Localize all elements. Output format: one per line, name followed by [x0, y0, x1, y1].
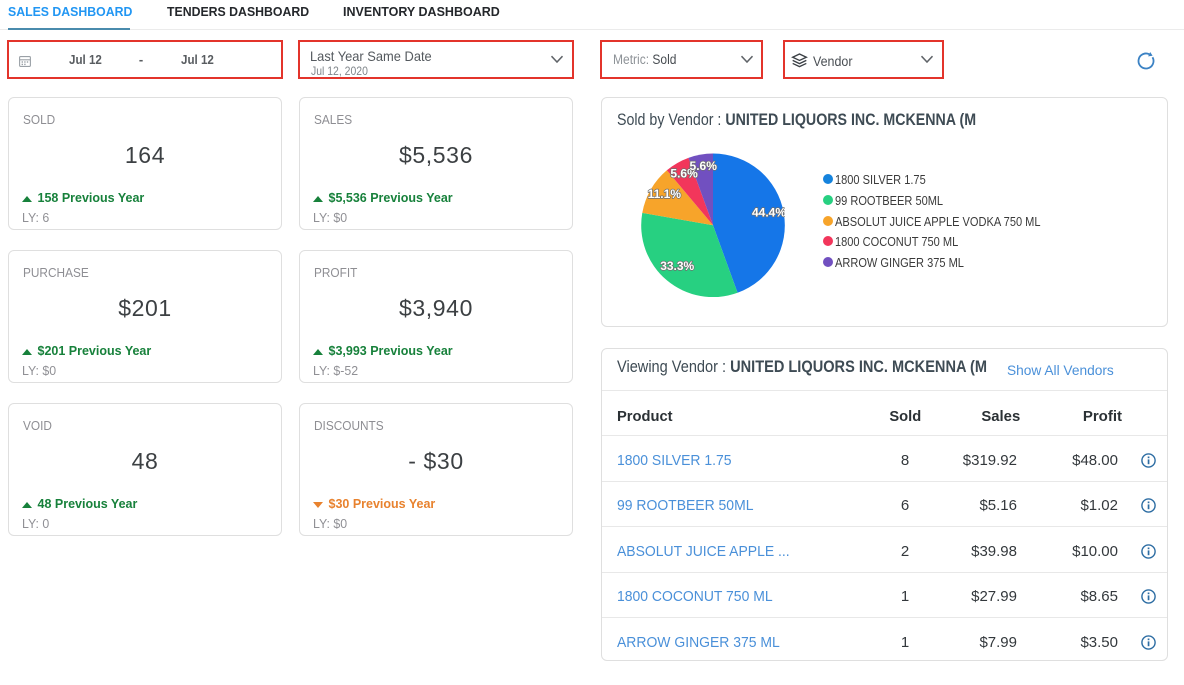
svg-text:5.6%: 5.6% [690, 159, 718, 173]
svg-text:33.3%: 33.3% [660, 259, 694, 273]
svg-text:5.6%: 5.6% [670, 166, 698, 180]
svg-text:44.4%: 44.4% [752, 205, 785, 219]
svg-text:11.1%: 11.1% [648, 187, 682, 201]
